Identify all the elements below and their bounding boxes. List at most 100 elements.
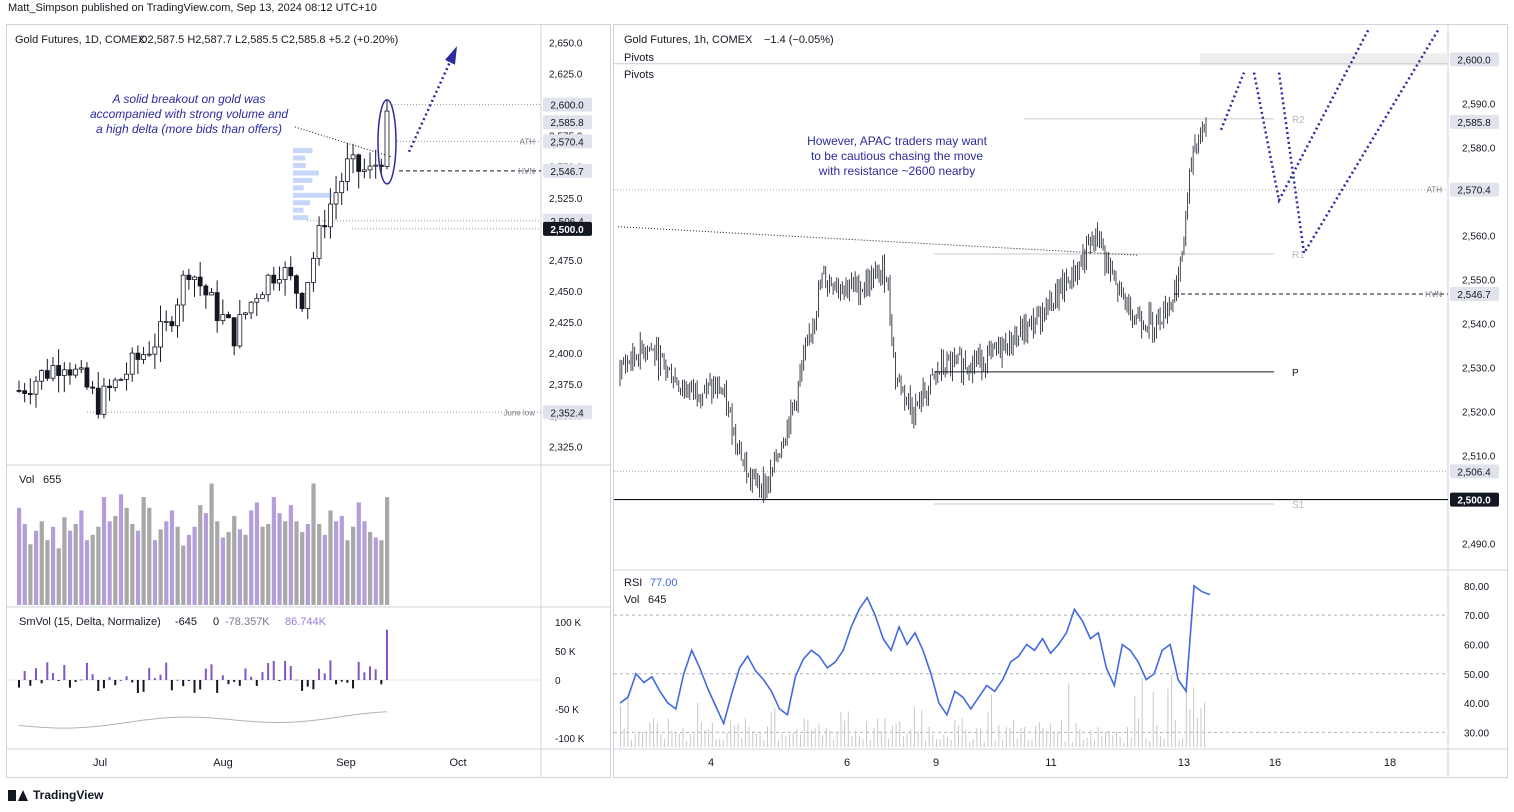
hourly-volume-bar — [1005, 727, 1007, 747]
price-tag-label: 2,500.0 — [1457, 496, 1491, 507]
delta-value: -78.357K — [225, 616, 270, 628]
candle-body — [231, 317, 237, 347]
ohlc-readout: O2,587.5 H2,587.7 L2,585.5 C2,585.8 +5.2… — [139, 34, 398, 46]
hourly-volume-bar — [895, 723, 897, 747]
volume-bar — [277, 513, 282, 605]
delta-bar — [74, 680, 77, 682]
delta-bar — [40, 680, 43, 684]
hourly-volume-bar — [1127, 727, 1129, 747]
delta-bar — [363, 672, 366, 680]
price-tag-label: 2,570.4 — [1457, 186, 1491, 197]
volume-profile-row — [293, 148, 313, 154]
volume-bar — [22, 524, 27, 605]
delta-bar — [329, 660, 332, 680]
level-label: June low — [503, 408, 535, 417]
hourly-volume-bar — [811, 730, 813, 747]
candle-body — [50, 365, 56, 379]
candle-body — [124, 373, 129, 380]
delta-bar — [102, 680, 105, 689]
volume-bar — [311, 483, 316, 605]
volume-bar — [322, 534, 327, 605]
hourly-volume-bar — [755, 733, 757, 747]
volume-bar — [220, 537, 226, 605]
volume-bar — [203, 513, 209, 605]
delta-bar — [34, 668, 37, 680]
volume-bar — [101, 497, 107, 605]
hourly-volume-bar — [1145, 738, 1147, 747]
volume-bar — [147, 507, 152, 605]
volume-bar — [56, 548, 61, 605]
candle-body — [90, 386, 95, 389]
chart-title: Gold Futures, 1h, COMEX — [624, 34, 753, 46]
hourly-volume-bar — [836, 731, 838, 747]
hourly-volume-bar — [1053, 732, 1055, 747]
hourly-volume-bar — [1038, 721, 1040, 747]
footer-brand[interactable]: TradingView — [8, 788, 103, 802]
hourly-volume-bar — [965, 729, 967, 747]
delta-bar — [244, 668, 247, 680]
delta-bar — [91, 674, 94, 680]
hourly-volume-bar — [1013, 719, 1015, 747]
hourly-volume-bar — [1009, 727, 1011, 747]
delta-bar — [346, 680, 349, 683]
volume-bar — [385, 497, 390, 605]
hourly-volume-bar — [803, 718, 805, 747]
delta-bar — [386, 629, 388, 680]
hourly-volume-bar — [730, 720, 732, 747]
volume-bar — [271, 497, 276, 605]
volume-bar — [90, 534, 95, 605]
hourly-volume-bar — [969, 742, 971, 747]
projection-arrow — [1277, 27, 1441, 257]
hourly-volume-bar — [1163, 738, 1165, 747]
delta-value: -645 — [175, 616, 197, 628]
delta-bar — [233, 680, 236, 682]
hourly-volume-bar — [1071, 742, 1073, 747]
volume-bar — [379, 540, 384, 605]
candle-body — [112, 379, 118, 389]
candle-body — [84, 367, 90, 388]
price-tag-label: 2,600.0 — [550, 101, 584, 112]
hourly-volume-bar — [1123, 742, 1125, 747]
hourly-chart-panel[interactable]: 80.00 70.00 60.00 50.00 40.00 30.00 RSI 77.00 Vo… — [613, 24, 1508, 778]
candle-body — [316, 225, 322, 259]
price-tag — [1450, 182, 1499, 197]
hourly-volume-bar — [737, 723, 739, 747]
annotation-line: to be cautious chasing the move — [811, 149, 983, 163]
y-tick-label: 2,375.0 — [549, 380, 583, 391]
candle-body — [61, 369, 67, 376]
hourly-volume-bar — [814, 728, 816, 747]
daily-chart-panel[interactable]: Vol 655 SmVol (15, Delta, Normalize) -645 0… — [6, 24, 611, 778]
annotation-line: a high delta (more bids than offers) — [96, 122, 282, 136]
hourly-volume-bar — [924, 740, 926, 747]
delta-bar — [136, 680, 139, 693]
candle-body — [158, 321, 163, 348]
volume-bar — [67, 530, 73, 605]
projection-arrow — [1219, 72, 1246, 131]
hourly-volume-bar — [818, 723, 820, 747]
candle-body — [333, 192, 339, 205]
volume-bar — [96, 526, 101, 605]
price-tag-label: 2,352.4 — [550, 408, 584, 419]
hourly-volume-bar — [733, 725, 735, 747]
hourly-volume-bar — [994, 739, 996, 747]
delta-bar — [380, 680, 383, 685]
hourly-volume-bar — [884, 718, 886, 747]
hourly-volume-bar — [656, 722, 658, 747]
delta-bar — [261, 672, 264, 680]
hourly-volume-bar — [634, 734, 636, 747]
hourly-volume-bar — [1002, 740, 1004, 747]
hourly-volume-bar — [873, 728, 875, 747]
y-tick-label: 2,520.0 — [1462, 408, 1496, 419]
hourly-volume-bar — [1178, 739, 1180, 747]
hourly-volume-bar — [1101, 736, 1103, 747]
x-tick-label: Oct — [449, 757, 466, 769]
candle-body — [56, 365, 62, 376]
rsi-y-tick: 30.00 — [1464, 728, 1489, 739]
volume-profile-row — [293, 192, 332, 198]
hourly-volume-bar — [1138, 718, 1140, 747]
volume-bar — [158, 529, 163, 605]
price-tag-label: 2,500.0 — [550, 225, 584, 236]
volume-bar — [181, 545, 186, 605]
volume-bar — [334, 521, 339, 605]
hourly-volume-bar — [1057, 731, 1059, 747]
